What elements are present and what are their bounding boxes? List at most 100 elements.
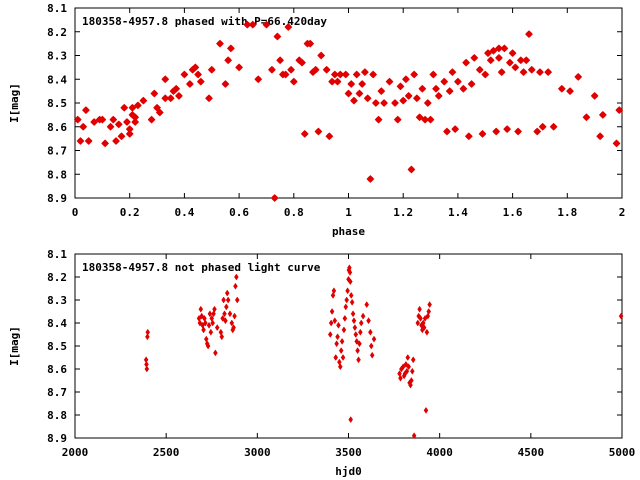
data-point	[341, 326, 347, 334]
data-point	[227, 310, 233, 318]
data-point	[233, 282, 238, 290]
data-point	[426, 115, 435, 124]
y-tick-label: 8.7	[47, 386, 67, 399]
data-point	[612, 139, 621, 148]
data-point	[231, 324, 236, 332]
data-point	[519, 68, 528, 76]
data-point	[172, 84, 181, 93]
data-point	[459, 84, 468, 93]
data-point	[224, 56, 233, 65]
data-point	[332, 317, 338, 325]
data-point	[339, 337, 345, 345]
data-point	[161, 75, 170, 84]
data-point	[361, 68, 369, 76]
data-point	[337, 363, 343, 371]
data-point	[424, 328, 430, 336]
data-point	[557, 84, 566, 93]
data-point	[478, 130, 487, 138]
data-point	[391, 99, 399, 107]
data-point	[344, 89, 353, 98]
data-point	[590, 92, 599, 100]
data-point	[410, 367, 415, 375]
x-tick-label: 0.2	[120, 206, 140, 219]
data-point	[98, 115, 107, 124]
y-tick-label: 8.5	[47, 97, 67, 110]
data-point	[131, 118, 140, 126]
x-tick-label: 1.2	[393, 206, 413, 219]
x-tick-label: 2000	[62, 446, 89, 459]
data-point	[333, 77, 342, 86]
data-point	[214, 324, 220, 332]
data-point	[76, 137, 85, 145]
data-point	[421, 115, 429, 124]
y-tick-label: 8.3	[47, 50, 67, 63]
data-point	[225, 296, 231, 304]
data-point	[598, 111, 607, 119]
data-point	[615, 106, 624, 114]
data-point	[213, 349, 218, 357]
data-point	[139, 96, 148, 105]
data-point	[410, 356, 416, 364]
data-point	[328, 77, 336, 86]
data-point	[385, 77, 394, 86]
data-point	[161, 94, 170, 103]
data-point	[268, 65, 276, 74]
data-point	[224, 289, 230, 297]
data-point	[355, 89, 364, 98]
data-point	[448, 68, 457, 76]
data-point	[527, 65, 536, 74]
data-point	[363, 94, 372, 103]
data-point	[445, 87, 454, 95]
data-point	[84, 137, 93, 145]
data-point	[336, 70, 345, 79]
data-point	[352, 70, 361, 79]
x-tick-label: 2	[619, 206, 626, 219]
data-point	[311, 65, 320, 74]
data-point	[196, 77, 205, 86]
x-tick-label: 3500	[335, 446, 362, 459]
data-point	[544, 68, 553, 76]
data-point	[206, 321, 212, 329]
y-tick-label: 8.2	[47, 271, 67, 284]
data-point	[109, 115, 118, 124]
data-point	[596, 132, 604, 141]
data-point	[393, 115, 402, 124]
data-point	[347, 80, 356, 88]
data-point	[371, 335, 377, 343]
data-point	[426, 308, 432, 315]
data-point	[333, 354, 339, 361]
data-point	[484, 49, 492, 57]
data-point	[207, 310, 213, 318]
data-point	[411, 432, 417, 440]
data-point	[327, 331, 333, 338]
data-point	[366, 317, 371, 325]
data-point	[356, 356, 361, 364]
data-point	[495, 54, 503, 62]
y-tick-label: 8.1	[47, 248, 67, 261]
data-point	[128, 103, 137, 112]
data-point	[410, 70, 419, 79]
data-point	[112, 137, 120, 145]
data-point	[229, 319, 235, 327]
data-point	[415, 113, 424, 122]
data-point	[335, 333, 340, 341]
y-tick-label: 8.8	[47, 168, 67, 181]
data-point	[360, 312, 366, 320]
data-point	[350, 310, 356, 318]
data-point	[153, 103, 161, 112]
data-point	[406, 363, 411, 371]
data-point	[314, 127, 323, 136]
data-point	[508, 49, 517, 57]
data-point	[338, 347, 344, 355]
data-point	[475, 65, 484, 74]
data-point	[440, 77, 449, 86]
data-point	[369, 70, 377, 79]
data-point	[492, 127, 501, 136]
data-point	[221, 80, 230, 88]
data-point	[516, 56, 525, 65]
data-point	[120, 103, 129, 112]
data-point	[366, 175, 375, 183]
data-point	[90, 118, 99, 126]
data-point	[325, 132, 334, 141]
